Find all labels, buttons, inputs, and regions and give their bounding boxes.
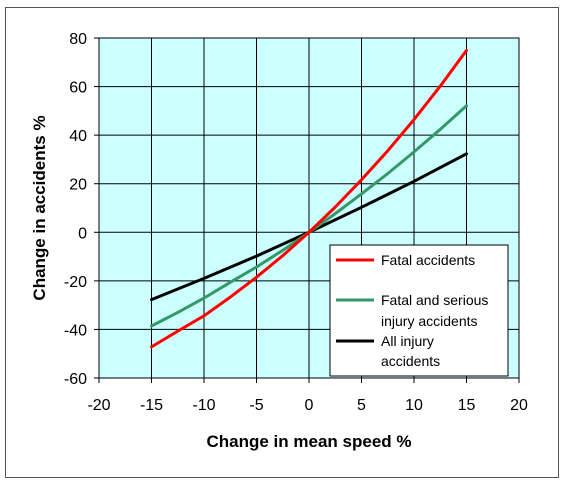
y-tick-label: 80 <box>69 31 87 48</box>
y-tick-label: 60 <box>69 80 87 97</box>
x-tick-label: -5 <box>249 397 263 414</box>
series-line-1 <box>150 48 468 349</box>
x-tick-label: 10 <box>405 397 423 414</box>
legend-label-1: Fatal accidents <box>381 252 475 268</box>
y-tick-label: 40 <box>69 128 87 145</box>
x-tick-label: 5 <box>357 397 366 414</box>
x-tick-label: 15 <box>458 397 476 414</box>
y-tick-label: 20 <box>69 177 87 194</box>
legend-label-2: injury accidents <box>381 313 478 329</box>
x-axis-title: Change in mean speed % <box>207 432 412 451</box>
y-tick-label: -20 <box>64 274 87 291</box>
legend-box <box>329 244 509 377</box>
legend-label-2: Fatal and serious <box>381 292 488 308</box>
x-axis-ticks: -20 -15 -10 -5 0 5 10 15 20 <box>87 378 528 414</box>
series-lines <box>150 48 468 349</box>
y-axis-ticks: -60 -40 -20 0 20 40 60 80 <box>64 31 99 388</box>
x-tick-label: 20 <box>510 397 528 414</box>
y-tick-label: -60 <box>64 371 87 388</box>
legend-label-3: accidents <box>381 353 440 369</box>
x-tick-label: -15 <box>140 397 163 414</box>
y-tick-label: 0 <box>78 225 87 242</box>
x-tick-label: 0 <box>305 397 314 414</box>
grid <box>98 37 520 379</box>
y-axis-title: Change in accidents % <box>30 115 49 300</box>
y-tick-label: -40 <box>64 322 87 339</box>
x-tick-label: -10 <box>192 397 215 414</box>
legend: Fatal accidents Fatal and serious injury a… <box>329 244 509 377</box>
legend-label-3: All injury <box>381 333 434 349</box>
x-tick-label: -20 <box>87 397 110 414</box>
